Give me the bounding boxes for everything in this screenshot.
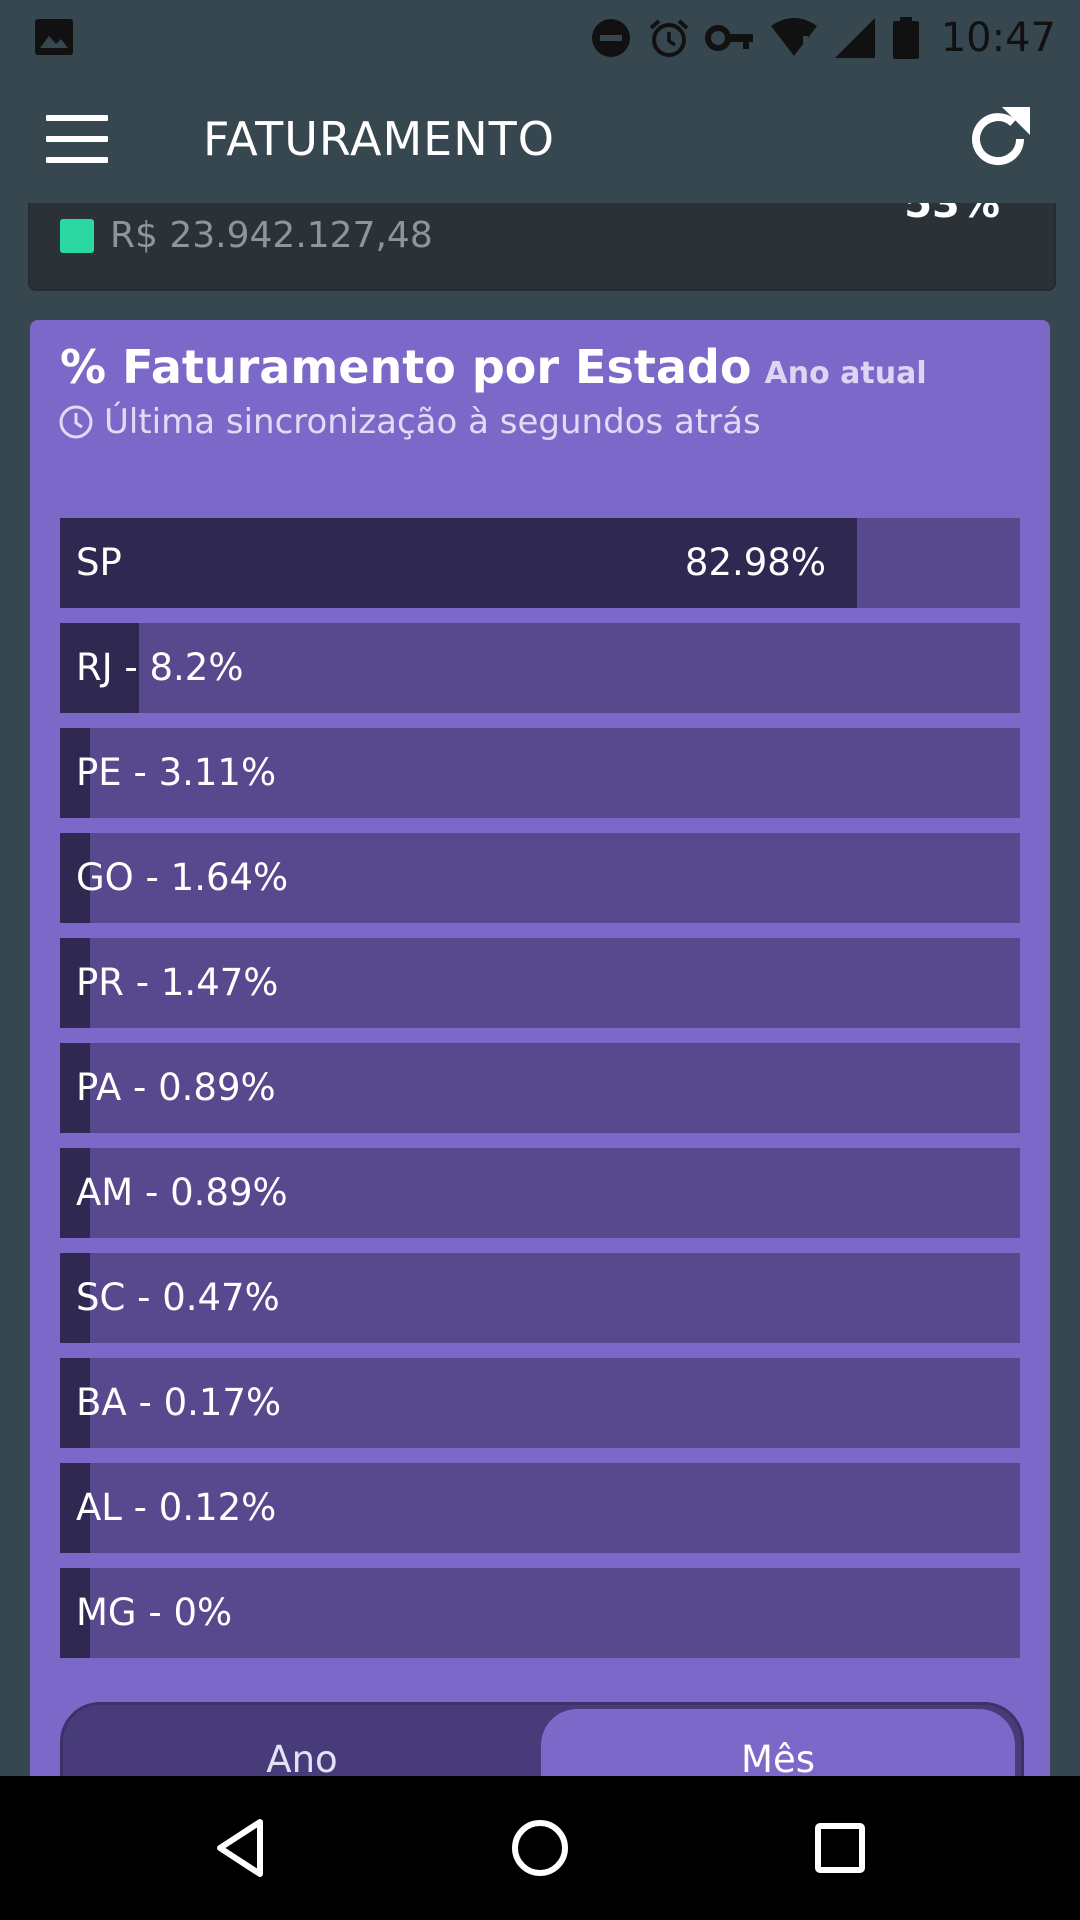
image-notification-icon — [35, 19, 73, 55]
app-bar: FATURAMENTO — [0, 75, 1080, 203]
state-bar-ba[interactable]: BA - 0.17% — [60, 1358, 1020, 1448]
state-bar-sc[interactable]: SC - 0.47% — [60, 1253, 1020, 1343]
state-bar-fill — [60, 518, 857, 608]
card-heading: % Faturamento por Estado Ano atual — [60, 340, 927, 394]
state-bar-fill — [60, 1148, 90, 1238]
battery-icon — [892, 17, 919, 59]
recents-icon[interactable] — [800, 1808, 880, 1888]
state-bar-pr[interactable]: PR - 1.47% — [60, 938, 1020, 1028]
toggle-ano-button[interactable]: Ano — [266, 1738, 338, 1781]
state-bar-label: SP — [76, 541, 122, 584]
card-subtitle: Ano atual — [764, 356, 927, 391]
state-bar-label: BA - 0.17% — [76, 1381, 282, 1424]
state-bar-label: RJ - 8.2% — [76, 646, 244, 689]
status-icons: 10:47 — [589, 10, 1056, 66]
status-bar: 10:47 — [0, 0, 1080, 75]
wifi-icon — [770, 18, 817, 56]
sync-text: Última sincronização à segundos atrás — [104, 402, 761, 442]
state-bar-am[interactable]: AM - 0.89% — [60, 1148, 1020, 1238]
sync-status: Última sincronização à segundos atrás — [58, 402, 761, 442]
legend-swatch — [60, 219, 94, 253]
state-bar-fill — [60, 623, 139, 713]
state-bar-fill — [60, 833, 90, 923]
cell-signal-icon — [834, 18, 875, 58]
navigation-bar — [0, 1776, 1080, 1920]
state-bar-fill — [60, 1253, 90, 1343]
total-value: R$ 23.942.127,48 — [110, 215, 433, 256]
state-bar-fill — [60, 1568, 90, 1658]
state-bar-sp[interactable]: SP 82.98% — [60, 518, 1020, 608]
state-bar-rj[interactable]: RJ - 8.2% — [60, 623, 1020, 713]
faturamento-por-estado-card: % Faturamento por Estado Ano atual Últim… — [30, 320, 1050, 1920]
state-bar-list: SP 82.98% RJ - 8.2% PE - 3.11% GO - 1.64% PR … — [60, 518, 1020, 1673]
vpn-key-icon — [704, 25, 753, 51]
state-bar-fill — [60, 728, 90, 818]
state-bar-label: MG - 0% — [76, 1591, 233, 1634]
status-time: 10:47 — [940, 15, 1056, 61]
state-bar-label: AL - 0.12% — [76, 1486, 277, 1529]
do-not-disturb-icon — [591, 19, 630, 57]
clock-icon — [59, 405, 93, 439]
state-bar-pa[interactable]: PA - 0.89% — [60, 1043, 1020, 1133]
state-bar-fill — [60, 1043, 90, 1133]
page-title: FATURAMENTO — [203, 112, 555, 166]
state-bar-label: PE - 3.11% — [76, 751, 277, 794]
state-bar-label: GO - 1.64% — [76, 856, 289, 899]
home-icon[interactable] — [500, 1808, 580, 1888]
state-bar-label: PR - 1.47% — [76, 961, 279, 1004]
card-title: % Faturamento por Estado — [60, 340, 752, 394]
state-bar-value: 82.98% — [684, 541, 826, 584]
state-bar-mg[interactable]: MG - 0% — [60, 1568, 1020, 1658]
refresh-icon[interactable] — [962, 103, 1034, 175]
state-bar-label: AM - 0.89% — [76, 1171, 288, 1214]
state-bar-fill — [60, 1463, 90, 1553]
total-percent: 53% — [904, 203, 1000, 227]
back-icon[interactable] — [200, 1808, 280, 1888]
state-bar-fill — [60, 1358, 90, 1448]
state-bar-fill — [60, 938, 90, 1028]
state-bar-go[interactable]: GO - 1.64% — [60, 833, 1020, 923]
alarm-icon — [649, 19, 689, 57]
state-bar-label: SC - 0.47% — [76, 1276, 280, 1319]
state-bar-al[interactable]: AL - 0.12% — [60, 1463, 1020, 1553]
state-bar-label: PA - 0.89% — [76, 1066, 276, 1109]
menu-icon[interactable] — [46, 115, 108, 163]
state-bar-pe[interactable]: PE - 3.11% — [60, 728, 1020, 818]
total-faturamento-card: R$ 23.942.127,48 53% — [28, 203, 1056, 291]
